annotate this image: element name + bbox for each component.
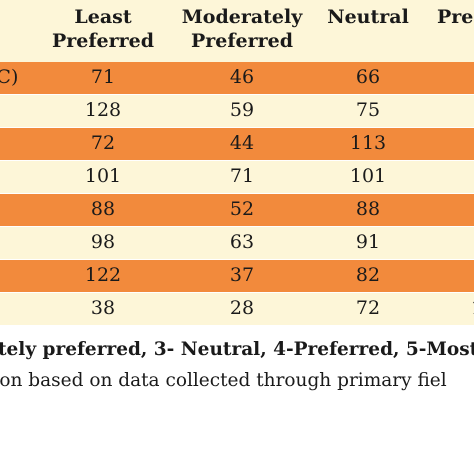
cell-moderately: 28 bbox=[229, 297, 255, 319]
footnote-scale: ately preferred, 3- Neutral, 4-Preferred… bbox=[0, 339, 474, 360]
table-row: 38 28 72 1 bbox=[0, 293, 474, 326]
cell-least: 88 bbox=[90, 198, 116, 220]
cell-least: 72 bbox=[90, 132, 116, 154]
cell-moderately: 71 bbox=[229, 165, 255, 187]
cell-least: 38 bbox=[90, 297, 116, 319]
cell-preferred bbox=[432, 62, 474, 94]
cell-least: 122 bbox=[84, 264, 122, 286]
cell-preferred bbox=[432, 194, 474, 226]
cell-least: 71 bbox=[90, 66, 116, 88]
cell-preferred bbox=[432, 128, 474, 160]
footnote-source: tion based on data collected through pri… bbox=[0, 370, 447, 391]
cell-neutral: 88 bbox=[355, 198, 381, 220]
cell-neutral: 91 bbox=[355, 231, 381, 253]
header-line: Preferred bbox=[190, 30, 294, 52]
cell-neutral: 75 bbox=[355, 99, 381, 121]
cell-moderately: 52 bbox=[229, 198, 255, 220]
table-row: 128 59 75 bbox=[0, 95, 474, 128]
cell-neutral: 82 bbox=[355, 264, 381, 286]
cell-moderately: 46 bbox=[229, 66, 255, 88]
cell-moderately: 63 bbox=[229, 231, 255, 253]
table-row: 88 52 88 bbox=[0, 194, 474, 227]
header-line: Pre bbox=[437, 6, 474, 28]
cell-moderately: 44 bbox=[229, 132, 255, 154]
table-row: /C) 71 46 66 bbox=[0, 62, 474, 95]
cell-preferred bbox=[432, 161, 474, 193]
row-label: /C) bbox=[0, 66, 19, 88]
table-row: 101 71 101 bbox=[0, 161, 474, 194]
header-line: Moderately bbox=[181, 6, 303, 28]
cell-neutral: 101 bbox=[349, 165, 387, 187]
cell-least: 128 bbox=[84, 99, 122, 121]
cell-preferred: 1 bbox=[432, 293, 474, 325]
cell-neutral: 72 bbox=[355, 297, 381, 319]
cell-neutral: 113 bbox=[349, 132, 387, 154]
cell-preferred bbox=[432, 260, 474, 292]
preference-table: /C) 71 46 66 128 59 75 72 44 113 101 71 … bbox=[0, 62, 474, 326]
table-row: 122 37 82 bbox=[0, 260, 474, 293]
table-row: 72 44 113 bbox=[0, 128, 474, 161]
cell-preferred bbox=[432, 95, 474, 127]
cell-least: 101 bbox=[84, 165, 122, 187]
cell-least: 98 bbox=[90, 231, 116, 253]
header-line: Least bbox=[74, 6, 132, 28]
table-header: Least Preferred Moderately Preferred Neu… bbox=[0, 0, 474, 62]
header-line: Neutral bbox=[327, 6, 409, 28]
cell-moderately: 37 bbox=[229, 264, 255, 286]
cell-preferred bbox=[432, 227, 474, 259]
cell-neutral: 66 bbox=[355, 66, 381, 88]
header-line: Preferred bbox=[51, 30, 155, 52]
col-header-preferred: Pre bbox=[420, 5, 474, 29]
col-header-moderately-preferred: Moderately Preferred bbox=[177, 5, 307, 53]
table-row: 98 63 91 bbox=[0, 227, 474, 260]
col-header-neutral: Neutral bbox=[303, 5, 433, 29]
col-header-least-preferred: Least Preferred bbox=[38, 5, 168, 53]
cell-moderately: 59 bbox=[229, 99, 255, 121]
